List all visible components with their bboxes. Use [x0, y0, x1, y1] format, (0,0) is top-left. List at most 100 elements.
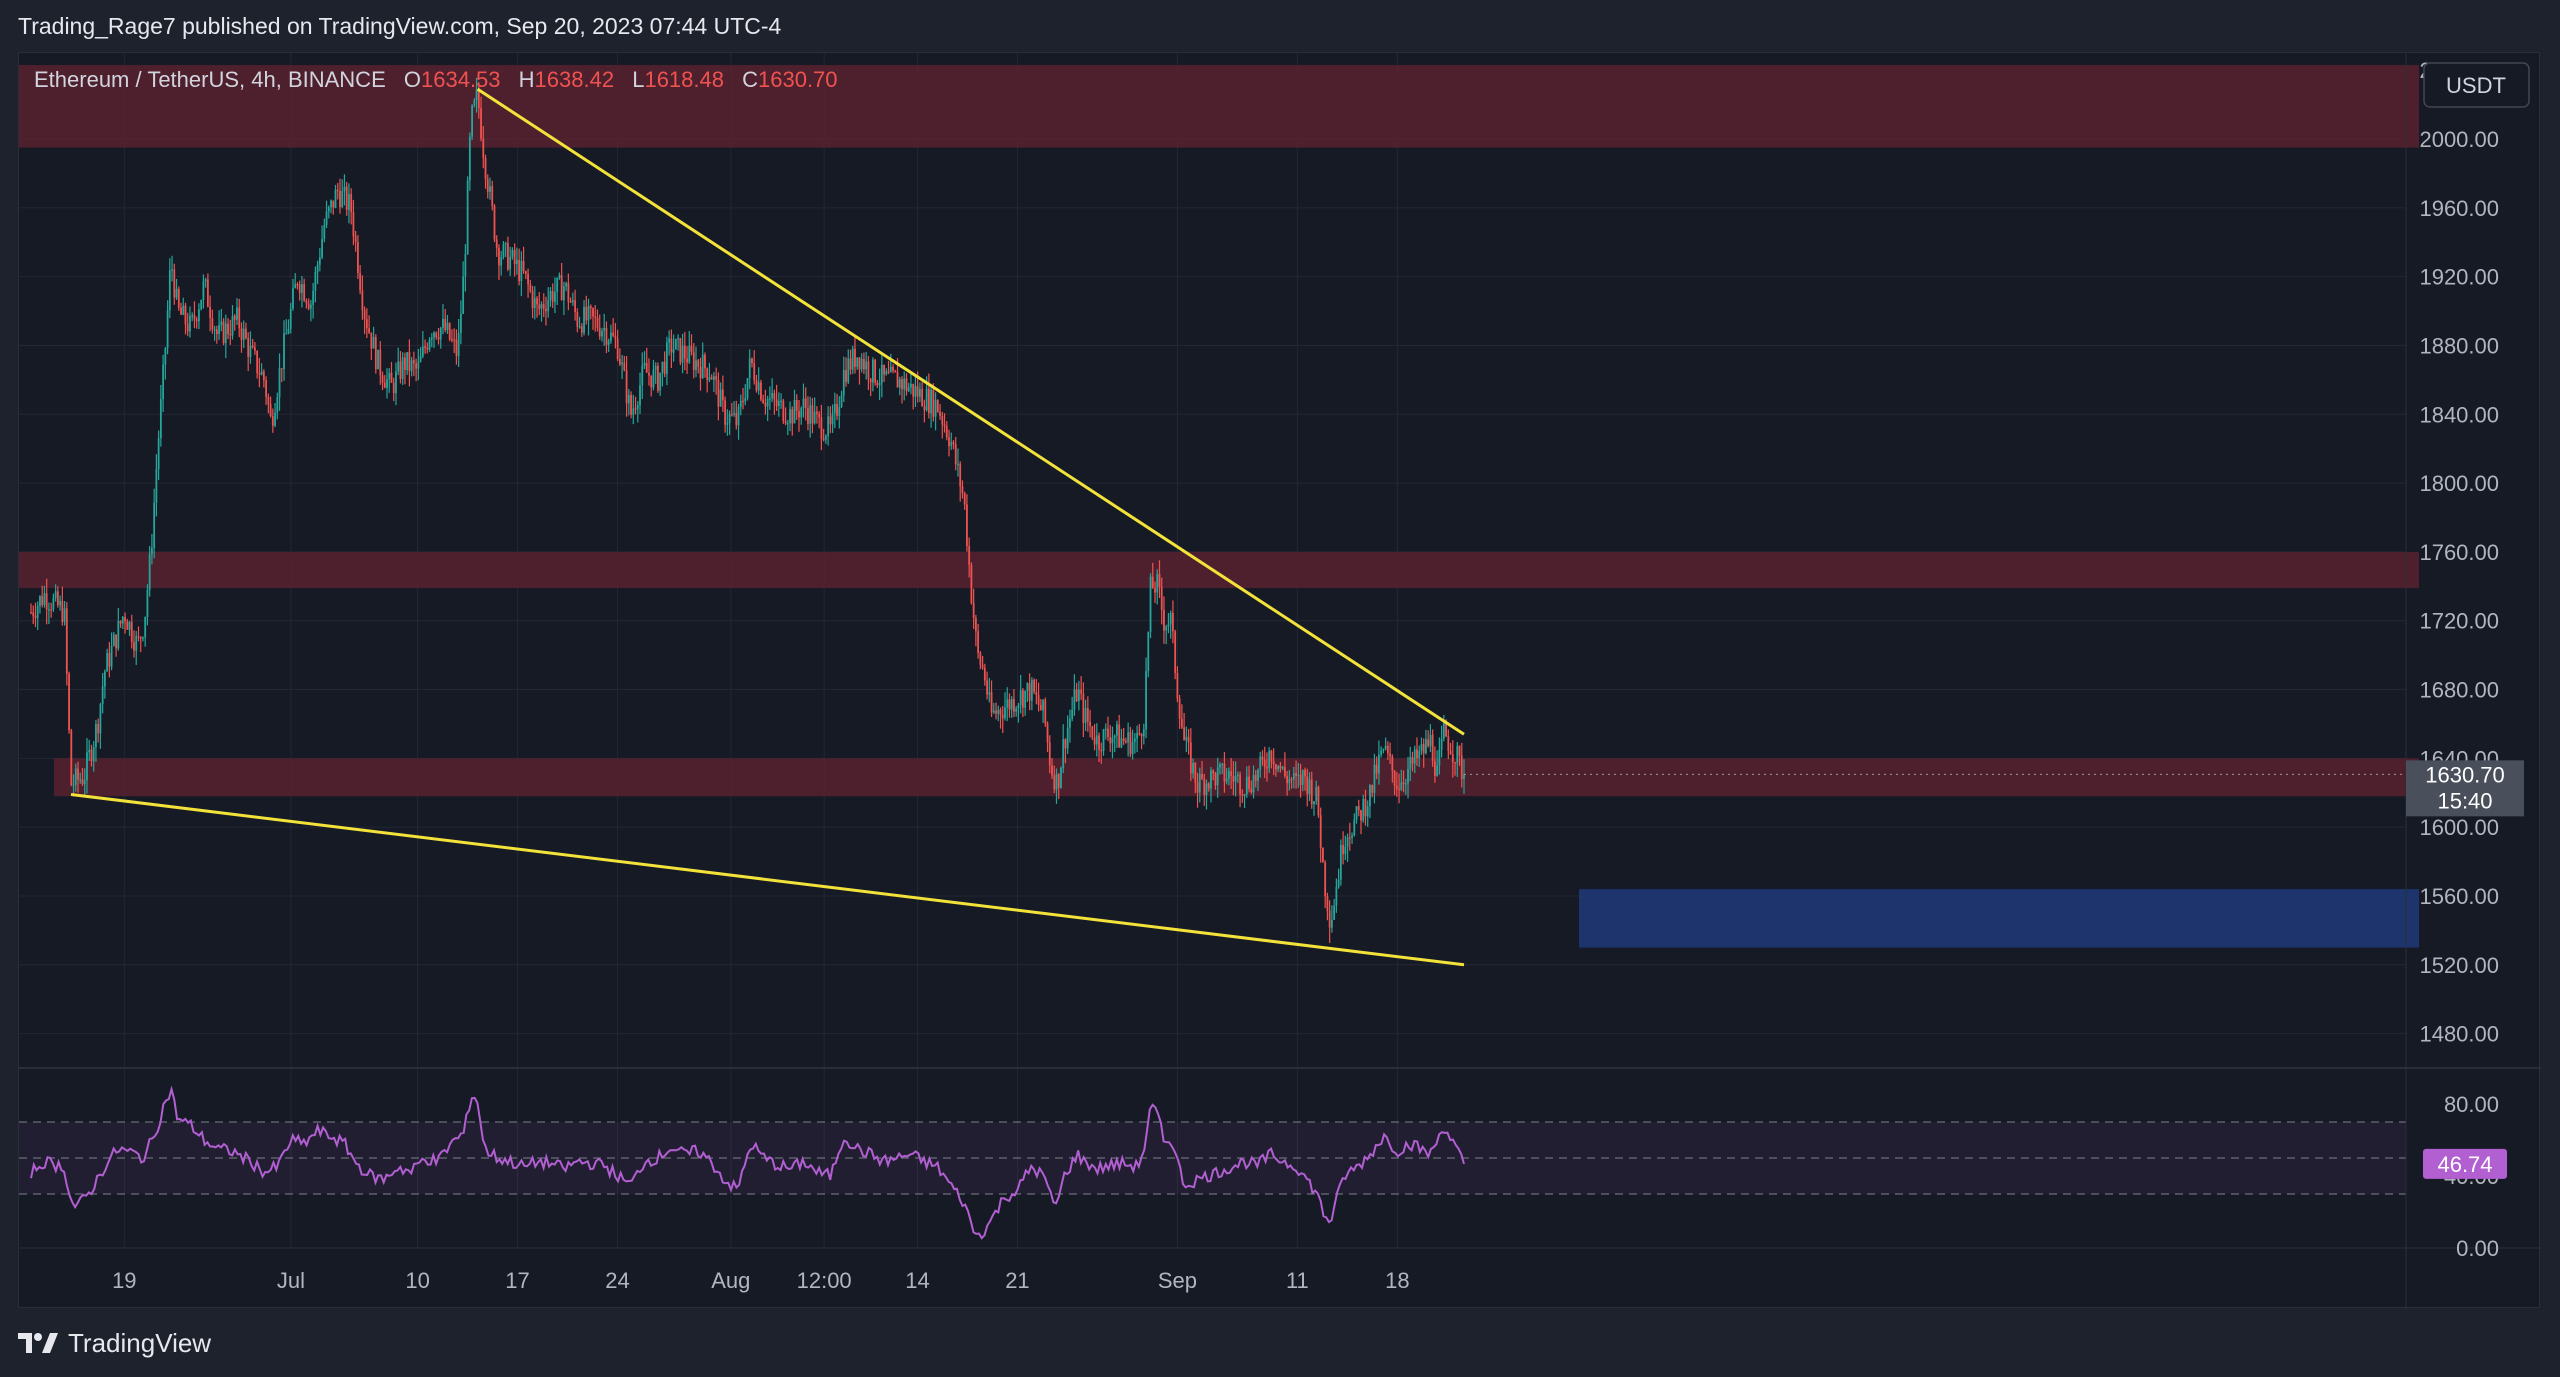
candle-body	[1393, 771, 1396, 786]
price-chart[interactable]: 2040.002000.001960.001920.001880.001840.…	[19, 53, 2541, 1309]
open-value: 1634.53	[421, 67, 501, 92]
candle-body	[818, 413, 821, 418]
rsi-line	[30, 1085, 1465, 1240]
candle-body	[81, 779, 84, 784]
candle-body	[377, 349, 379, 370]
candle-body	[1391, 756, 1394, 772]
candle-body	[1322, 848, 1324, 863]
candle-body	[789, 409, 791, 424]
symbol-legend: Ethereum / TetherUS, 4h, BINANCE O1634.5…	[34, 67, 838, 92]
time-axis[interactable]: 19 Jul 10 17 24 Aug 12:00 14 21 Sep 11 18	[112, 1268, 1410, 1293]
price-axis[interactable]: 2040.002000.001960.001920.001880.001840.…	[2419, 58, 2499, 1046]
candle-body	[117, 621, 120, 649]
candle-body	[742, 400, 744, 403]
candle-body	[498, 247, 500, 266]
candle-body	[1245, 776, 1248, 795]
candle-body	[670, 338, 673, 353]
candle-body	[1064, 739, 1067, 749]
candle-body	[1288, 778, 1291, 784]
candle-body	[733, 413, 735, 415]
candle-body	[672, 349, 675, 353]
currency-button[interactable]: USDT	[2423, 62, 2530, 108]
candle-body	[657, 365, 659, 391]
candle-body	[914, 386, 917, 397]
candle-body	[1069, 718, 1071, 728]
candle-body	[885, 371, 888, 375]
candle-body	[374, 336, 377, 370]
candle-body	[1129, 732, 1132, 755]
candle-body	[177, 289, 180, 308]
candle-body	[1035, 692, 1038, 696]
candle-body	[1189, 742, 1192, 774]
candle-body	[578, 326, 581, 328]
candle-body	[757, 382, 760, 391]
candle-body	[276, 397, 279, 413]
symbol-name: Ethereum / TetherUS, 4h, BINANCE	[34, 67, 386, 92]
candle-body	[1407, 769, 1409, 784]
candle-body	[171, 269, 173, 271]
candle-body	[97, 724, 100, 734]
candle-body	[175, 289, 178, 298]
candle-body	[551, 291, 554, 302]
candle-body	[616, 339, 619, 359]
candle-body	[354, 236, 357, 243]
candle-body	[148, 554, 151, 591]
rsi-pane[interactable]	[19, 1085, 2406, 1240]
candle-body	[1433, 761, 1436, 777]
candle-body	[133, 642, 135, 651]
candle-body	[1163, 609, 1165, 631]
candle-body	[726, 422, 729, 425]
candle-body	[79, 779, 82, 781]
candle-body	[1330, 919, 1333, 928]
candle-body	[916, 386, 919, 397]
candle-body	[106, 652, 109, 672]
candle-body	[1194, 762, 1197, 783]
candle-body	[258, 373, 261, 375]
candle-body	[981, 664, 984, 668]
candle-body	[401, 357, 404, 379]
candle-body	[847, 358, 850, 382]
candle-body	[583, 306, 585, 333]
candle-body	[495, 239, 498, 248]
candle-body	[829, 416, 832, 425]
candle-body	[710, 377, 713, 380]
candle-body	[959, 463, 962, 487]
candle-body	[406, 352, 409, 370]
candle-body	[773, 393, 776, 400]
candle-body	[634, 408, 637, 410]
candle-body	[562, 286, 565, 301]
candles	[30, 77, 2406, 944]
candle-body	[482, 138, 485, 158]
candle-body	[856, 357, 859, 367]
candle-body	[124, 616, 126, 622]
candle-body	[807, 408, 809, 424]
candle-body	[903, 378, 906, 390]
candle-body	[836, 404, 838, 416]
candle-body	[1400, 782, 1403, 791]
candle-body	[813, 411, 816, 424]
candle-body	[851, 348, 854, 370]
candle-body	[661, 361, 664, 373]
candle-body	[1183, 727, 1186, 741]
chart-frame[interactable]: 2040.002000.001960.001920.001880.001840.…	[18, 52, 2541, 1309]
candle-body	[737, 406, 740, 426]
price-zone	[19, 551, 2419, 589]
candle-body	[923, 406, 926, 411]
candle-body	[623, 362, 626, 371]
candle-body	[395, 371, 397, 394]
candle-body	[1230, 771, 1233, 776]
candle-body	[715, 376, 718, 380]
time-tick-label: 19	[112, 1268, 136, 1293]
candle-body	[119, 621, 122, 624]
candle-body	[632, 408, 635, 415]
candle-body	[728, 414, 731, 423]
candle-body	[679, 338, 682, 363]
candle-body	[249, 345, 252, 357]
candle-body	[811, 405, 814, 424]
candle-body	[874, 359, 877, 383]
candle-body	[867, 361, 870, 379]
candle-body	[795, 399, 798, 412]
candle-body	[1445, 722, 1447, 737]
candle-body	[1357, 806, 1360, 811]
candle-body	[1292, 773, 1295, 780]
